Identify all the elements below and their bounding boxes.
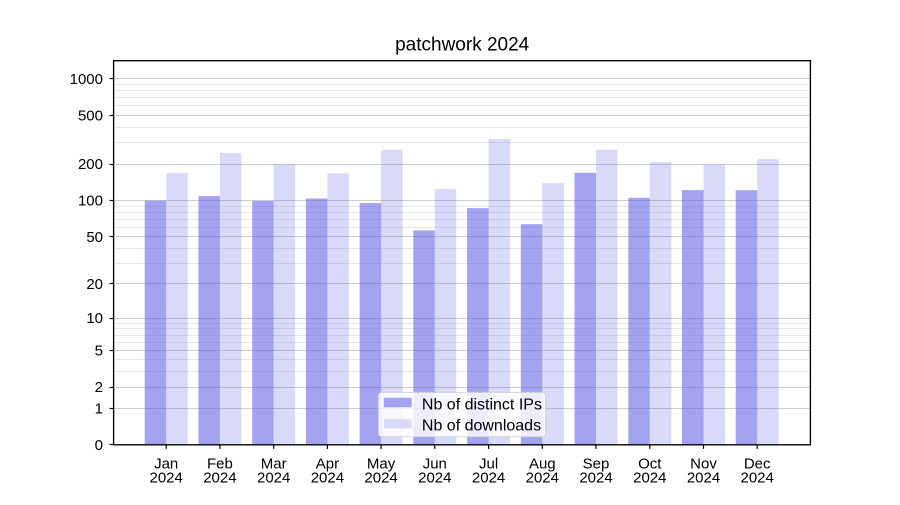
svg-text:1: 1 <box>95 401 103 418</box>
svg-text:0: 0 <box>95 437 103 454</box>
svg-text:100: 100 <box>78 193 103 210</box>
svg-text:500: 500 <box>78 108 103 125</box>
svg-text:Nb of downloads: Nb of downloads <box>422 418 541 435</box>
svg-text:20: 20 <box>86 276 103 293</box>
svg-text:patchwork 2024: patchwork 2024 <box>395 34 530 55</box>
svg-text:50: 50 <box>86 229 103 246</box>
svg-text:1000: 1000 <box>70 71 103 88</box>
svg-text:2: 2 <box>95 379 103 396</box>
svg-text:Nb of distinct IPs: Nb of distinct IPs <box>422 397 542 414</box>
svg-text:200: 200 <box>78 156 103 173</box>
svg-text:10: 10 <box>86 310 103 327</box>
svg-text:5: 5 <box>95 342 103 359</box>
